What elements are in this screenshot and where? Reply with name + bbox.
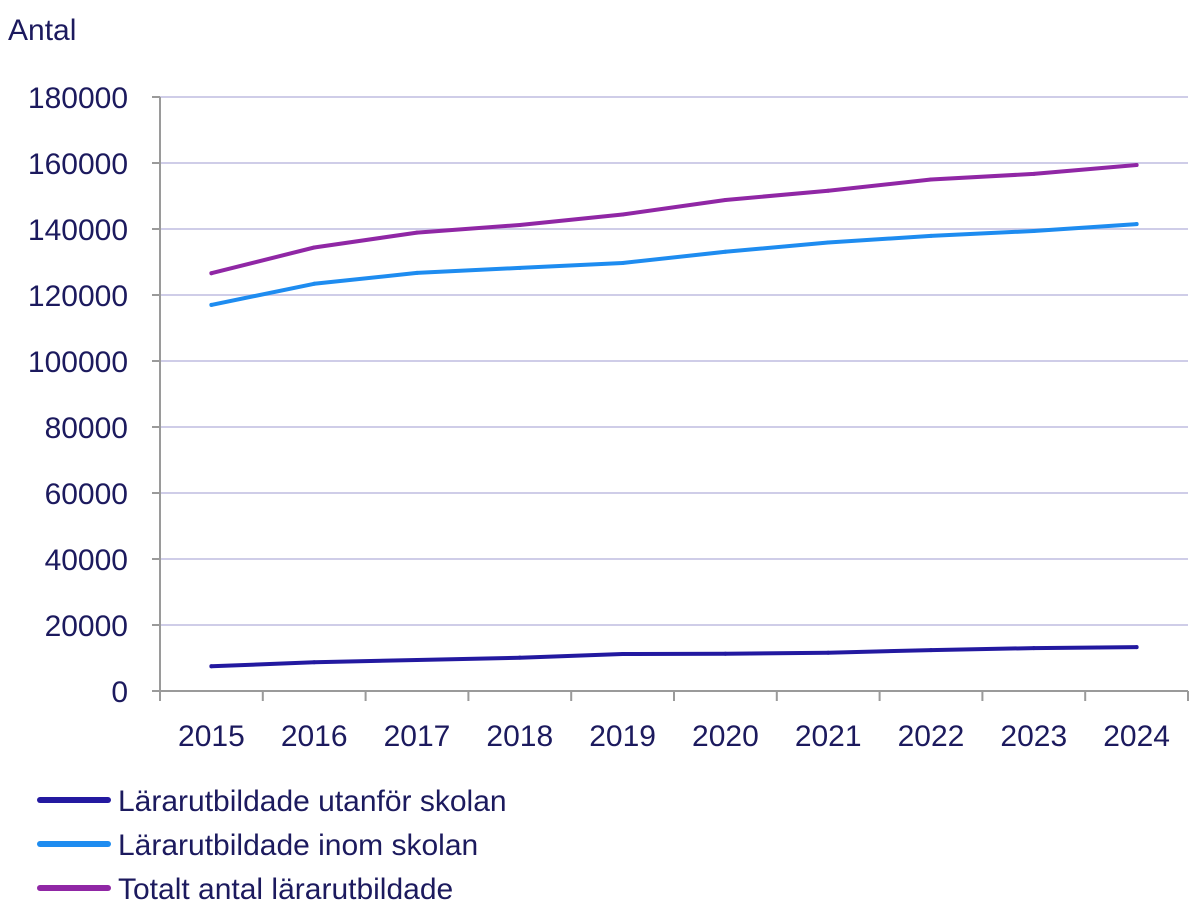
x-tick-labels: 2015 2016 2017 2018 2019 2020 2021 2022 2023 2024 (178, 720, 1170, 753)
series-3-point (826, 188, 831, 193)
series-2-point (517, 265, 522, 270)
gridlines (160, 96, 1188, 626)
series-2-point (620, 260, 625, 265)
series-2-point (209, 302, 214, 307)
x-tick-label: 2017 (384, 720, 451, 753)
series-1-point (826, 650, 831, 655)
series-3-point (1134, 162, 1139, 167)
y-tick-label: 60000 (45, 478, 128, 511)
series-2-point (826, 240, 831, 245)
x-tick-label: 2019 (589, 720, 656, 753)
series-2-point (312, 281, 317, 286)
series-line-3 (209, 163, 1139, 276)
series-3-point (1031, 171, 1036, 176)
axes (152, 96, 1189, 701)
y-tick-labels: 0 20000 40000 60000 80000 100000 120000 140000 1… (28, 82, 128, 709)
x-tick-label: 2022 (898, 720, 965, 753)
series-line-2 (209, 222, 1139, 307)
x-tick-label: 2020 (692, 720, 759, 753)
x-tick-label: 2023 (1000, 720, 1067, 753)
y-tick-label: 120000 (28, 280, 128, 313)
series-1-point (1031, 646, 1036, 651)
series-2-point (415, 270, 419, 275)
series-2-point (929, 233, 933, 238)
series-1-point (1134, 645, 1139, 650)
y-tick-label: 40000 (45, 544, 128, 577)
series-3-point (517, 223, 522, 228)
x-tick-label: 2021 (795, 720, 862, 753)
series-3-point (723, 197, 728, 202)
series-lines (209, 162, 1139, 669)
x-tick-label: 2024 (1103, 720, 1170, 753)
series-3-point (209, 271, 214, 276)
series-1-point (517, 655, 522, 660)
y-tick-label: 160000 (28, 148, 128, 181)
y-tick-label: 180000 (28, 82, 128, 115)
series-3-point (415, 230, 419, 235)
series-3-point (620, 212, 625, 217)
y-tick-label: 140000 (28, 214, 128, 247)
series-line-1 (209, 645, 1139, 669)
y-tick-label: 100000 (28, 346, 128, 379)
y-axis-label: Antal (8, 14, 76, 47)
series-2-point (1031, 228, 1036, 233)
series-1-point (209, 664, 214, 669)
x-tick-label: 2018 (486, 720, 553, 753)
legend-label: Lärarutbildade utanför skolan (118, 785, 507, 818)
series-1-point (929, 648, 933, 653)
legend-label: Lärarutbildade inom skolan (118, 829, 478, 862)
legend-label: Totalt antal lärarutbildade (118, 873, 453, 906)
series-3-point (929, 177, 933, 182)
series-2-point (1134, 222, 1139, 227)
series-1-point (312, 660, 317, 665)
x-tick-label: 2016 (281, 720, 348, 753)
series-3-point (312, 245, 317, 250)
series-2-point (723, 249, 728, 254)
series-1-point (723, 651, 728, 656)
y-tick-label: 80000 (45, 412, 128, 445)
series-1-point (620, 652, 625, 657)
y-tick-label: 20000 (45, 610, 128, 643)
series-1-point (415, 657, 419, 662)
y-tick-label: 0 (111, 676, 128, 709)
x-tick-label: 2015 (178, 720, 245, 753)
legend: Lärarutbildade utanför skolan Lärarutbild… (37, 785, 507, 906)
